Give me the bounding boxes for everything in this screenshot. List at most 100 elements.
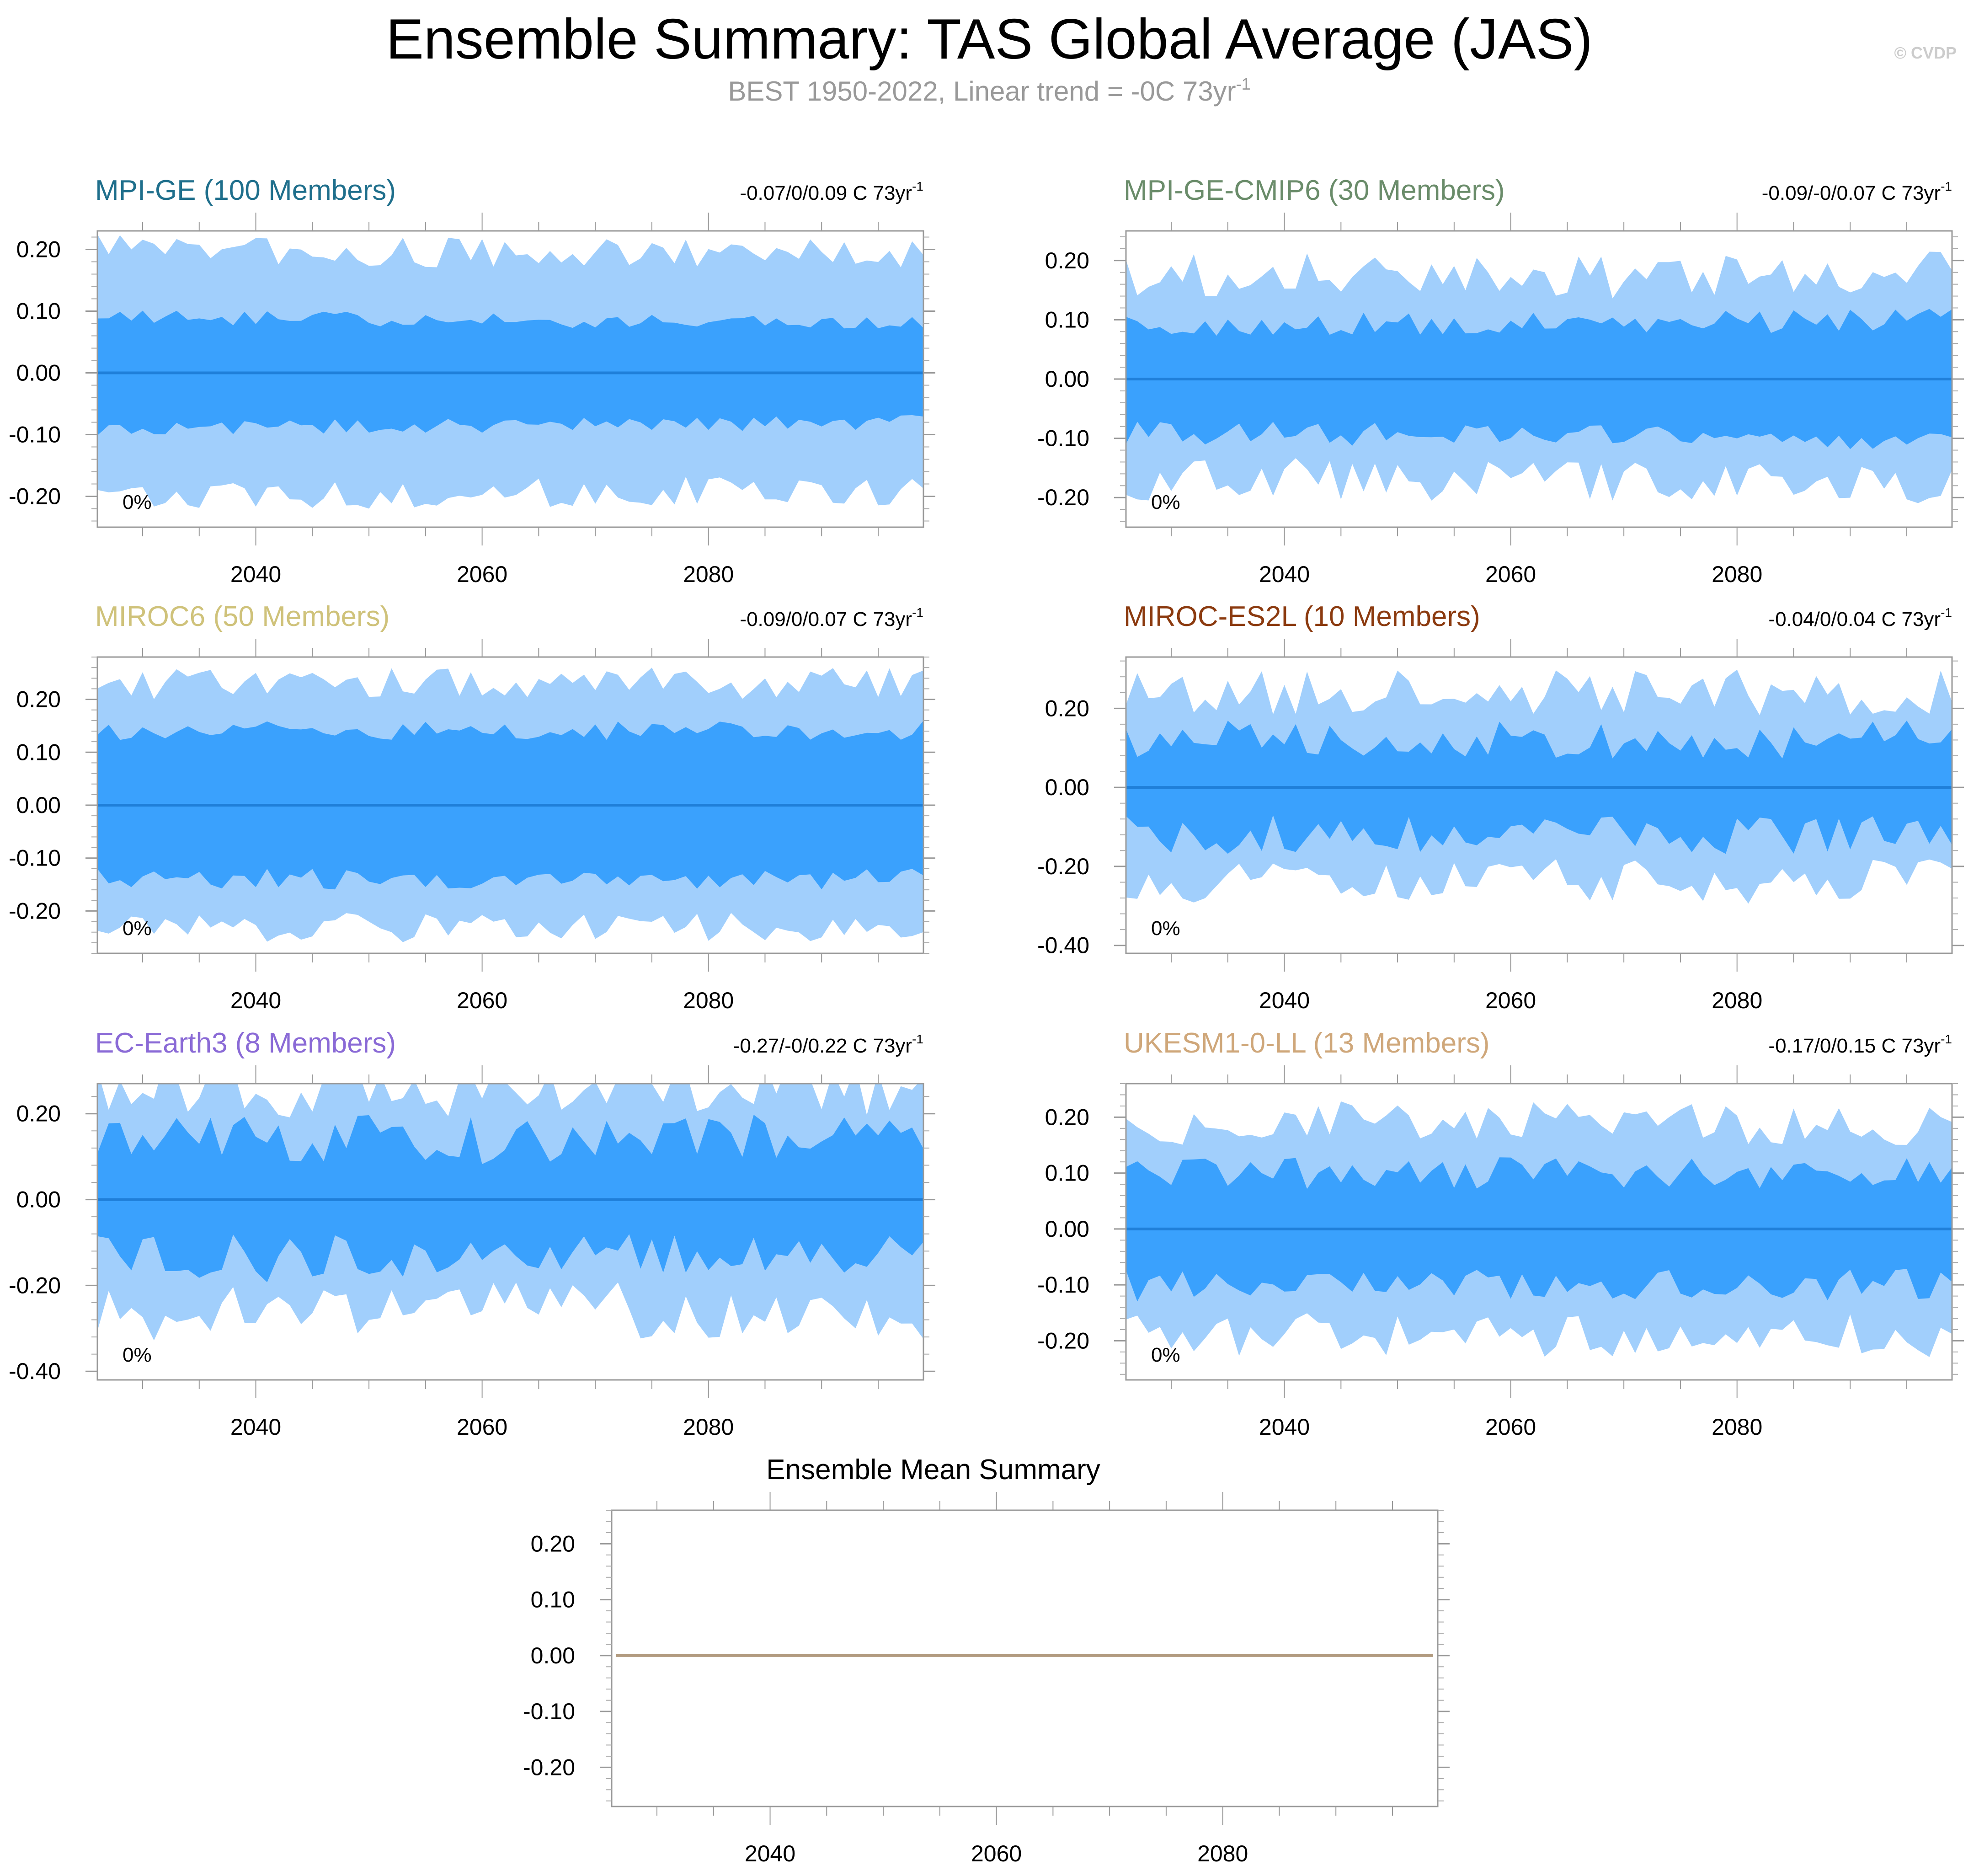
- y-tick-label: -0.40: [9, 1358, 61, 1384]
- plot-area: [1126, 251, 1952, 503]
- y-tick-label: -0.20: [9, 484, 61, 509]
- y-tick-label: 0.00: [16, 1187, 61, 1213]
- watermark: © CVDP: [1894, 43, 1957, 62]
- panel-trend-range: -0.07/0/0.09 C 73yr-1: [740, 179, 923, 204]
- figure-subtitle: BEST 1950-2022, Linear trend = -0C 73yr-…: [728, 75, 1250, 107]
- chart-panel-6: UKESM1-0-LL (13 Members) -0.17/0/0.15 C 7…: [1037, 1027, 1964, 1440]
- y-tick-label: 0.10: [531, 1587, 575, 1613]
- subtitle-sup: -1: [1236, 75, 1251, 93]
- percent-label: 0%: [123, 1344, 152, 1366]
- chart-panel-5: EC-Earth3 (8 Members) -0.27/-0/0.22 C 73y…: [9, 1027, 935, 1440]
- x-tick-label: 2060: [457, 988, 507, 1013]
- x-tick-label: 2060: [1485, 988, 1536, 1013]
- y-tick-label: -0.20: [9, 1272, 61, 1298]
- y-tick-label: -0.20: [1037, 485, 1089, 510]
- trend-range-sup: -1: [1941, 1032, 1952, 1046]
- y-tick-label: -0.10: [523, 1699, 575, 1724]
- y-tick-label: 0.20: [16, 687, 61, 712]
- chart-panel-1: MPI-GE (100 Members) -0.07/0/0.09 C 73yr-…: [9, 175, 935, 587]
- x-tick-label: 2060: [457, 561, 507, 587]
- x-tick-label: 2080: [1712, 988, 1762, 1013]
- x-tick-label: 2080: [683, 1414, 734, 1440]
- y-tick-label: -0.40: [1037, 933, 1089, 958]
- trend-range-sup: -1: [912, 179, 923, 193]
- plot-frame: [96, 230, 924, 528]
- x-tick-label: 2040: [230, 1414, 281, 1440]
- figure-title: Ensemble Summary: TAS Global Average (JA…: [386, 8, 1593, 71]
- chart-panel-2: MPI-GE-CMIP6 (30 Members) -0.09/-0/0.07 C…: [1037, 175, 1964, 587]
- y-tick-label: 0.10: [1045, 1160, 1089, 1186]
- y-tick-label: -0.20: [9, 898, 61, 924]
- panel-title: MIROC6 (50 Members): [95, 601, 389, 632]
- panel-trend-range: -0.17/0/0.15 C 73yr-1: [1768, 1032, 1952, 1057]
- x-tick-label: 2060: [457, 1414, 507, 1440]
- plot-frame: [96, 1083, 924, 1381]
- plot-frame: [1125, 1083, 1953, 1381]
- x-tick-label: 2060: [1485, 1414, 1536, 1440]
- subtitle-text: BEST 1950-2022, Linear trend = -0C 73yr: [728, 76, 1236, 107]
- trend-range-sup: -1: [1941, 179, 1952, 193]
- trend-range-sup: -1: [912, 1032, 923, 1046]
- x-tick-label: 2040: [1259, 561, 1310, 587]
- y-tick-label: 0.00: [531, 1643, 575, 1668]
- chart-panel-7: Ensemble Mean Summary -0.20 -0.10 0.00 0.10 0…: [523, 1454, 1450, 1866]
- y-tick-label: 0.00: [1045, 775, 1089, 800]
- y-tick-label: 0.20: [1045, 695, 1089, 721]
- percent-label: 0%: [123, 917, 152, 940]
- y-tick-label: 0.10: [16, 739, 61, 765]
- percent-label: 0%: [1151, 1344, 1180, 1366]
- y-tick-label: 0.20: [1045, 248, 1089, 273]
- panel-title: Ensemble Mean Summary: [766, 1454, 1100, 1486]
- y-tick-label: 0.10: [1045, 307, 1089, 332]
- panel-trend-range: -0.09/0/0.07 C 73yr-1: [740, 605, 923, 631]
- plot-area: [97, 668, 923, 942]
- panel-title: EC-Earth3 (8 Members): [95, 1027, 396, 1059]
- x-tick-label: 2040: [745, 1841, 795, 1866]
- plot-area: [97, 1084, 923, 1341]
- trend-range-text: -0.27/-0/0.22 C 73yr: [733, 1035, 912, 1057]
- panel-title: MIROC-ES2L (10 Members): [1124, 601, 1480, 632]
- trend-range-text: -0.04/0/0.04 C 73yr: [1768, 608, 1941, 631]
- panel-title: MPI-GE (100 Members): [95, 175, 396, 206]
- percent-label: 0%: [1151, 917, 1180, 940]
- y-tick-label: -0.20: [523, 1754, 575, 1780]
- trend-range-sup: -1: [912, 605, 923, 620]
- panel-trend-range: -0.09/-0/0.07 C 73yr-1: [1762, 179, 1952, 204]
- y-tick-label: 0.20: [1045, 1104, 1089, 1130]
- trend-range-text: -0.09/-0/0.07 C 73yr: [1762, 182, 1941, 204]
- chart-panel-3: MIROC6 (50 Members) -0.09/0/0.07 C 73yr-1…: [9, 601, 935, 1013]
- panel-title: UKESM1-0-LL (13 Members): [1124, 1027, 1490, 1059]
- plot-area: [1126, 669, 1952, 904]
- plot-area: [97, 234, 923, 509]
- y-tick-label: 0.00: [16, 360, 61, 386]
- percent-label: 0%: [123, 491, 152, 513]
- x-tick-label: 2080: [1197, 1841, 1248, 1866]
- y-tick-label: -0.10: [1037, 426, 1089, 451]
- y-tick-label: -0.10: [9, 845, 61, 871]
- y-tick-label: 0.20: [16, 237, 61, 262]
- x-tick-label: 2040: [1259, 988, 1310, 1013]
- percent-label: 0%: [1151, 491, 1180, 513]
- y-tick-label: 0.20: [531, 1531, 575, 1556]
- y-tick-label: -0.10: [1037, 1272, 1089, 1298]
- panel-trend-range: -0.27/-0/0.22 C 73yr-1: [733, 1032, 923, 1057]
- y-tick-label: -0.10: [9, 422, 61, 448]
- x-tick-label: 2060: [1485, 561, 1536, 587]
- x-tick-label: 2080: [1712, 1414, 1762, 1440]
- x-tick-label: 2080: [1712, 561, 1762, 587]
- y-tick-label: 0.00: [1045, 1216, 1089, 1242]
- x-tick-label: 2040: [1259, 1414, 1310, 1440]
- plot-frame: [1125, 656, 1953, 954]
- y-tick-label: 0.10: [16, 299, 61, 324]
- chart-panel-4: MIROC-ES2L (10 Members) -0.04/0/0.04 C 73…: [1037, 601, 1964, 1013]
- x-tick-label: 2080: [683, 561, 734, 587]
- x-tick-label: 2040: [230, 988, 281, 1013]
- y-tick-label: 0.00: [16, 792, 61, 818]
- plot-area: [1126, 1101, 1952, 1357]
- trend-range-sup: -1: [1941, 605, 1952, 620]
- trend-range-text: -0.07/0/0.09 C 73yr: [740, 182, 912, 204]
- panel-trend-range: -0.04/0/0.04 C 73yr-1: [1768, 605, 1952, 631]
- trend-range-text: -0.09/0/0.07 C 73yr: [740, 608, 912, 631]
- y-tick-label: 0.00: [1045, 366, 1089, 392]
